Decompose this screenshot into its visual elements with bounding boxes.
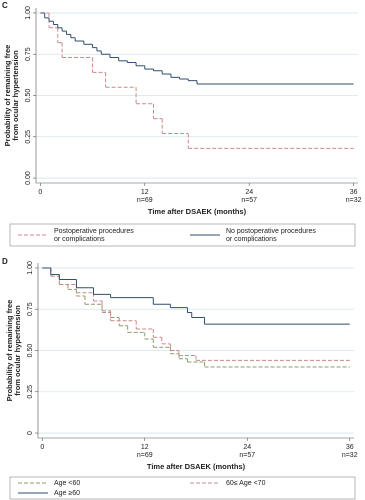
x-axis-title: Time after DSAEK (months)	[148, 207, 247, 216]
panel-label: C	[2, 1, 8, 10]
legend-label: No postoperative procedures	[226, 228, 316, 235]
panel-label: D	[2, 257, 8, 266]
x-tick-label: 12	[141, 189, 149, 196]
y-tick-label: 0.25	[27, 385, 34, 399]
legend-label: Age <60	[54, 480, 80, 487]
legend-label: 60≤ Age <70	[226, 480, 266, 487]
at-risk-label: n=57	[239, 452, 255, 459]
y-tick-label: 1.00	[27, 261, 34, 275]
x-tick-label: 0	[38, 189, 42, 196]
at-risk-label: n=69	[137, 197, 153, 204]
x-tick-label: 12	[141, 444, 149, 451]
at-risk-label: n=32	[342, 452, 358, 459]
y-tick-label: 0.50	[27, 344, 34, 358]
x-axis-title: Time after DSAEK (months)	[147, 462, 246, 471]
legend-label: Age ≥60	[54, 490, 80, 497]
x-tick-label: 24	[243, 444, 251, 451]
y-axis-title: Probability of remaining free	[3, 45, 12, 147]
y-tick-label: 0.00	[25, 171, 32, 185]
legend-box	[9, 476, 356, 500]
at-risk-label: n=57	[241, 197, 257, 204]
at-risk-label: n=69	[137, 452, 153, 459]
x-tick-label: 24	[245, 189, 253, 196]
legend-box	[9, 223, 356, 247]
y-axis-title: from ocular hypertension	[11, 50, 20, 141]
at-risk-label: n=32	[346, 197, 362, 204]
y-tick-label: 0.75	[27, 302, 34, 316]
y-tick-label: 0.50	[25, 89, 32, 103]
legend-label: or complications	[226, 236, 277, 243]
y-axis-title: Probability of remaining free	[5, 300, 14, 402]
y-tick-label: 0.25	[25, 130, 32, 144]
x-tick-label: 36	[350, 189, 358, 196]
legend-label: Postoperative procedures	[54, 228, 134, 235]
y-axis-title: from ocular hypertension	[13, 305, 22, 396]
x-tick-label: 36	[346, 444, 354, 451]
legend-label: or complications	[54, 236, 105, 243]
y-tick-label: 1.00	[25, 6, 32, 20]
y-tick-label: 0	[27, 431, 34, 435]
x-tick-label: 0	[40, 444, 44, 451]
y-tick-label: 0.75	[25, 47, 32, 61]
